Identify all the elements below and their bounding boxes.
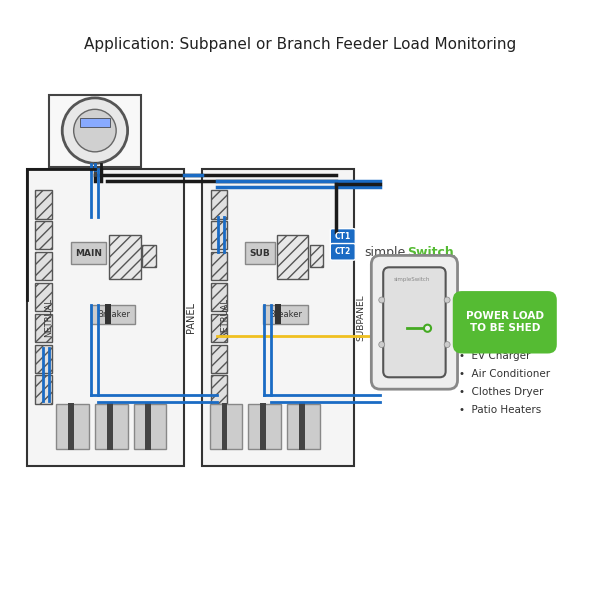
Bar [68,403,74,450]
Bar [142,245,155,268]
Circle shape [379,341,385,347]
Circle shape [62,98,128,163]
Text: Switch: Switch [407,246,454,259]
Bar [91,305,136,324]
Bar [211,283,227,311]
Bar [209,404,242,449]
Bar [211,376,227,404]
FancyBboxPatch shape [331,229,355,245]
FancyBboxPatch shape [453,291,557,353]
Circle shape [444,297,450,303]
FancyBboxPatch shape [26,169,184,466]
Bar [211,221,227,250]
Bar [211,190,227,218]
Circle shape [74,109,116,152]
Bar [35,344,52,373]
Text: POWER LOAD
TO BE SHED: POWER LOAD TO BE SHED [466,311,544,333]
Text: SUBPANEL: SUBPANEL [356,295,365,341]
Circle shape [444,341,450,347]
Bar [211,314,227,342]
Bar [107,403,113,450]
Text: PANEL: PANEL [185,302,196,334]
Bar [134,404,166,449]
Text: SUB: SUB [250,248,271,257]
Text: MAIN: MAIN [75,248,102,257]
Bar [35,190,52,218]
Text: Application: Subpanel or Branch Feeder Load Monitoring: Application: Subpanel or Branch Feeder L… [84,37,516,52]
Text: simple: simple [365,246,406,259]
Text: Model 240CT: Model 240CT [374,254,455,265]
Bar [211,344,227,373]
FancyBboxPatch shape [371,256,458,389]
Bar [287,404,320,449]
Bar [221,403,227,450]
Bar [263,305,308,324]
Bar [71,242,106,265]
Bar [275,304,281,325]
FancyBboxPatch shape [383,268,446,377]
Circle shape [424,325,431,332]
Bar [211,252,227,280]
Bar [95,404,128,449]
Text: NETRUAL: NETRUAL [44,298,53,337]
Bar [145,403,151,450]
Bar [35,283,52,311]
Bar [35,314,52,342]
Bar [35,252,52,280]
FancyBboxPatch shape [202,169,353,466]
Text: CT2: CT2 [335,247,351,256]
Bar [277,235,308,279]
Text: simpleSwitch: simpleSwitch [393,277,430,281]
Text: Breaker: Breaker [97,310,130,319]
Bar [56,404,89,449]
Bar [310,245,323,268]
Bar [35,376,52,404]
Bar [260,403,266,450]
Text: •  EV Charger: • EV Charger [460,352,530,361]
Text: •  Air Conditioner: • Air Conditioner [460,370,550,379]
Text: •  Patio Heaters: • Patio Heaters [460,405,542,415]
Text: NETRUAL: NETRUAL [220,298,229,337]
Text: Breaker: Breaker [269,310,302,319]
Text: CT1: CT1 [335,232,351,241]
FancyBboxPatch shape [331,244,355,260]
Circle shape [379,297,385,303]
Bar [245,242,275,265]
Bar [105,304,111,325]
Text: •  Clothes Dryer: • Clothes Dryer [460,387,544,397]
Bar [248,404,281,449]
Bar [299,403,305,450]
Bar [109,235,141,279]
Bar [80,118,110,127]
Bar [49,95,140,167]
Bar [35,221,52,250]
